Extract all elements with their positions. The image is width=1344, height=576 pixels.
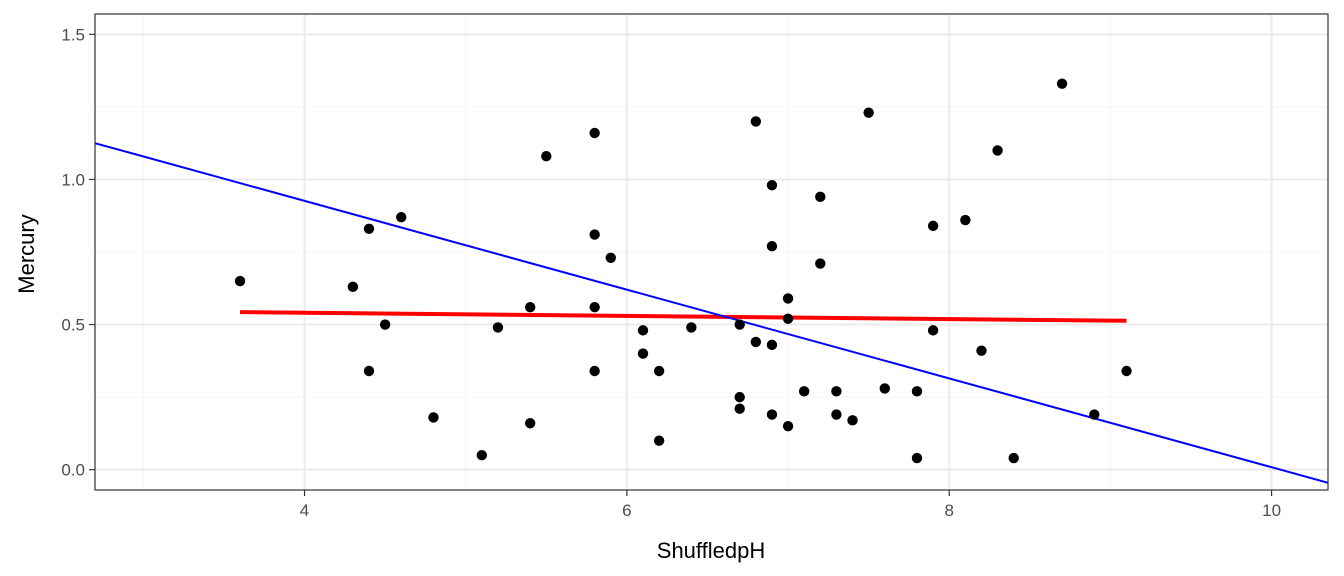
data-point <box>637 348 649 359</box>
data-point <box>782 313 794 324</box>
major-gridlines <box>95 14 1328 490</box>
data-point <box>476 449 488 461</box>
x-tick-label: 4 <box>300 501 309 520</box>
data-points <box>234 78 1132 464</box>
data-point <box>992 145 1003 156</box>
data-point <box>524 301 536 313</box>
data-point <box>766 339 778 351</box>
data-point <box>734 403 745 414</box>
data-point <box>798 386 810 397</box>
data-point <box>766 409 778 420</box>
data-point <box>863 107 874 118</box>
data-point <box>766 180 778 191</box>
y-tick-label: 1.5 <box>61 25 85 44</box>
data-point <box>396 211 407 223</box>
y-tick-label: 0.0 <box>61 461 85 480</box>
data-point <box>234 275 246 287</box>
data-point <box>541 151 552 162</box>
data-point <box>605 252 616 264</box>
data-point <box>428 412 439 423</box>
data-point <box>750 116 762 127</box>
data-point <box>653 365 665 377</box>
data-point <box>492 322 504 333</box>
data-point <box>766 240 778 252</box>
data-point <box>524 418 536 429</box>
data-point <box>589 127 600 139</box>
data-point <box>976 345 987 356</box>
data-point <box>782 293 794 304</box>
data-point <box>589 301 600 313</box>
x-axis-title: ShuffledpH <box>657 538 765 563</box>
y-tick-label: 0.5 <box>61 316 85 335</box>
y-tick-label: 1.0 <box>61 170 85 189</box>
data-point <box>960 214 971 226</box>
x-axis-ticks: 4 6 8 10 <box>300 490 1281 520</box>
data-point <box>879 383 890 394</box>
data-point <box>589 365 600 377</box>
fit-lines <box>95 142 1328 484</box>
data-point <box>815 191 826 203</box>
blue-fit-line <box>95 142 1328 484</box>
data-point <box>637 325 649 336</box>
data-point <box>831 386 842 397</box>
data-point <box>734 319 745 330</box>
data-point <box>1089 409 1100 420</box>
data-point <box>653 435 665 446</box>
data-point <box>1121 365 1132 377</box>
data-point <box>589 229 600 240</box>
red-fit-line <box>240 310 1127 323</box>
data-point <box>911 386 923 397</box>
data-point <box>686 322 697 333</box>
data-point <box>831 409 842 420</box>
data-point <box>847 415 858 426</box>
x-tick-label: 8 <box>945 501 954 520</box>
data-point <box>734 391 745 403</box>
data-point <box>782 420 794 432</box>
data-point <box>1056 78 1068 89</box>
y-axis-title: Mercury <box>14 214 39 293</box>
panel-border <box>94 13 1329 491</box>
data-point <box>363 365 375 377</box>
y-axis-ticks: 0.0 0.5 1.0 1.5 <box>61 25 95 480</box>
minor-gridlines <box>95 14 1328 490</box>
data-point <box>379 319 391 330</box>
data-point <box>363 223 375 234</box>
data-point <box>927 220 939 232</box>
x-tick-label: 6 <box>622 501 631 520</box>
x-tick-label: 10 <box>1262 501 1281 520</box>
data-point <box>347 281 359 293</box>
data-point <box>927 325 939 336</box>
data-point <box>911 452 923 464</box>
data-point <box>815 258 826 269</box>
data-point <box>750 336 762 348</box>
data-point <box>1008 452 1019 464</box>
